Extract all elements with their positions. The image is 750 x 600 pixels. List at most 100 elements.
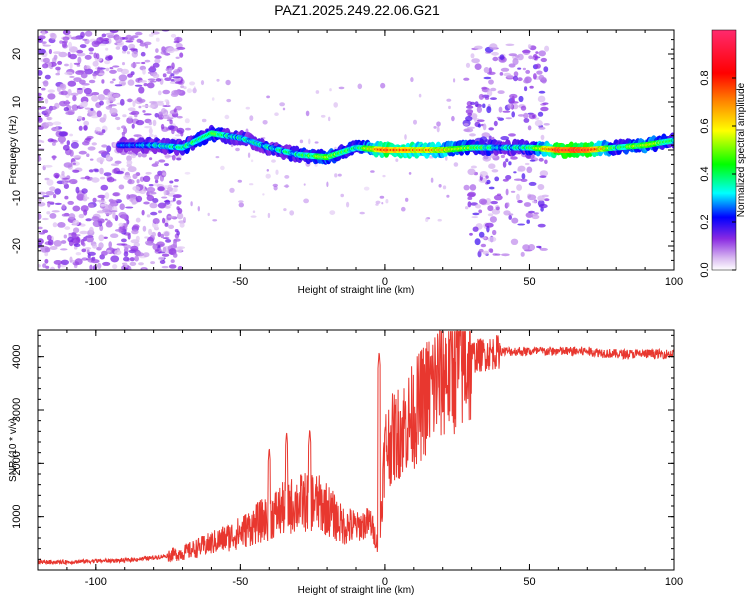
heatmap-noise-cell xyxy=(436,126,440,133)
heatmap-noise-cell xyxy=(77,56,82,64)
heatmap-noise-cell xyxy=(69,178,78,185)
heatmap-noise-cell xyxy=(72,205,81,212)
heatmap-noise-cell xyxy=(496,193,502,196)
heatmap-noise-cell xyxy=(123,256,130,262)
heatmap-noise-cell xyxy=(490,97,497,100)
heatmap-noise-cell xyxy=(41,30,46,36)
heatmap-noise-cell xyxy=(101,33,107,38)
x-tick-label: -100 xyxy=(85,276,107,288)
heatmap-noise-cell xyxy=(498,106,503,113)
heatmap-noise-cell xyxy=(437,218,442,222)
heatmap-noise-cell xyxy=(129,112,137,115)
heatmap-noise-cell xyxy=(145,171,152,175)
heatmap-noise-cell xyxy=(101,129,106,134)
heatmap-noise-cell xyxy=(472,212,480,216)
heatmap-noise-cell xyxy=(488,163,496,169)
heatmap-noise-cell xyxy=(474,63,482,70)
heatmap-noise-cell xyxy=(53,51,62,54)
heatmap-noise-cell xyxy=(84,175,90,180)
heatmap-noise-cell xyxy=(126,51,130,55)
heatmap-noise-cell xyxy=(487,71,496,76)
heatmap-noise-cell xyxy=(505,43,515,46)
heatmap-noise-cell xyxy=(478,248,484,253)
heatmap-noise-cell xyxy=(134,255,140,262)
heatmap-noise-cell xyxy=(88,169,94,173)
heatmap-noise-cell xyxy=(172,252,178,258)
y-tick-label: 2000 xyxy=(11,451,23,475)
heatmap-noise-cell xyxy=(69,75,75,78)
heatmap-noise-cell xyxy=(82,101,89,107)
heatmap-noise-cell xyxy=(446,194,450,198)
heatmap-noise-cell xyxy=(173,108,177,113)
heatmap-noise-cell xyxy=(38,197,42,203)
heatmap-noise-cell xyxy=(523,202,532,207)
heatmap-noise-cell xyxy=(527,244,536,251)
heatmap-noise-cell xyxy=(477,119,485,122)
heatmap-noise-cell xyxy=(89,264,93,270)
heatmap-noise-cell xyxy=(131,202,137,205)
heatmap-noise-cell xyxy=(508,53,517,57)
heatmap-noise-cell xyxy=(169,180,174,184)
heatmap-noise-cell xyxy=(491,169,499,173)
heatmap-noise-cell xyxy=(266,169,269,172)
heatmap-noise-cell xyxy=(72,162,77,165)
heatmap-noise-cell xyxy=(134,31,143,36)
heatmap-noise-cell xyxy=(57,263,61,269)
heatmap-noise-cell xyxy=(61,204,66,210)
heatmap-noise-cell xyxy=(69,256,73,263)
heatmap-noise-cell xyxy=(529,85,534,89)
heatmap-noise-cell xyxy=(267,212,271,219)
heatmap-noise-cell xyxy=(164,163,169,167)
heatmap-noise-cell xyxy=(85,137,92,141)
x-tick-label: 0 xyxy=(382,276,388,288)
heatmap-noise-cell xyxy=(167,186,173,192)
heatmap-noise-cell xyxy=(520,105,527,111)
heatmap-noise-cell xyxy=(130,245,139,251)
heatmap-noise-cell xyxy=(67,88,72,96)
heatmap-noise-cell xyxy=(505,158,509,163)
heatmap-noise-cell xyxy=(531,200,537,204)
heatmap-noise-cell xyxy=(162,246,167,253)
heatmap-noise-cell xyxy=(154,223,159,230)
heatmap-noise-cell xyxy=(53,240,62,247)
heatmap-noise-cell xyxy=(183,86,187,90)
snr-y-ticks: 1000 2000 3000 4000 xyxy=(11,334,674,571)
heatmap-noise-cell xyxy=(490,87,497,92)
colorbar-label: Normalized spectral amplitude xyxy=(736,82,747,217)
heatmap-noise-cell xyxy=(467,168,476,176)
heatmap-noise-cell xyxy=(487,213,494,217)
heatmap-noise-cell xyxy=(38,92,42,97)
heatmap-noise-cell xyxy=(69,149,74,157)
heatmap-noise-cell xyxy=(535,51,539,54)
y-tick-label: 4000 xyxy=(11,344,23,368)
heatmap-noise-cell xyxy=(89,158,94,161)
heatmap-noise-cell xyxy=(160,123,165,130)
heatmap-noise-cell xyxy=(116,126,121,131)
heatmap-noise-cell xyxy=(149,104,155,108)
heatmap-noise-cell xyxy=(175,56,180,59)
heatmap-noise-cell xyxy=(135,217,141,223)
heatmap-noise-cell xyxy=(154,161,160,165)
heatmap-noise-cell xyxy=(89,110,97,117)
heatmap-noise-cell xyxy=(157,90,162,96)
heatmap-noise-cell xyxy=(62,177,70,180)
heatmap-noise-cell xyxy=(495,206,500,211)
heatmap-noise-cell xyxy=(105,47,109,51)
heatmap-noise-cell xyxy=(132,173,138,179)
heatmap-noise-cell xyxy=(131,35,139,39)
heatmap-noise-cell xyxy=(155,249,159,252)
heatmap-noise-cell xyxy=(60,90,69,96)
heatmap-noise-cell xyxy=(337,173,342,177)
heatmap-noise-cell xyxy=(57,222,66,228)
heatmap-noise-cell xyxy=(536,70,543,75)
heatmap-noise-cell xyxy=(124,262,128,268)
heatmap-noise-cell xyxy=(425,217,429,222)
heatmap-noise-cell xyxy=(90,259,100,264)
heatmap-noise-cell xyxy=(171,154,176,161)
heatmap-noise-cell xyxy=(161,253,170,257)
heatmap-noise-cell xyxy=(61,170,65,176)
heatmap-noise-cell xyxy=(531,56,535,60)
heatmap-noise-cell xyxy=(250,215,257,218)
heatmap-noise-cell xyxy=(176,157,182,161)
heatmap-noise-cell xyxy=(149,133,154,138)
